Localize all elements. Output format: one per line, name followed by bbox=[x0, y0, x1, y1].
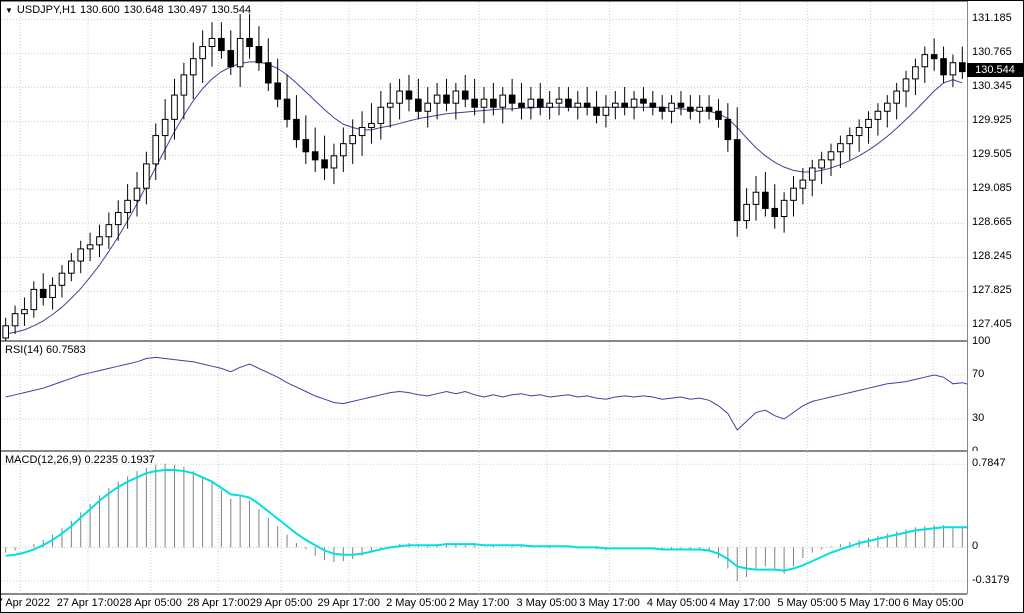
price-ytick: 129.085 bbox=[972, 182, 1012, 194]
time-xtick: 3 May 17:00 bbox=[579, 597, 640, 609]
time-xtick: 6 May 05:00 bbox=[903, 597, 964, 609]
price-y-axis: 131.185 130.765 130.345 129.925 129.505 129.0… bbox=[967, 1, 1023, 341]
rsi-ytick: 100 bbox=[972, 335, 990, 347]
price-ytick: 127.405 bbox=[972, 318, 1012, 330]
rsi-ytick: 70 bbox=[972, 368, 984, 380]
rsi-y-axis: 10070300 bbox=[967, 341, 1023, 451]
price-ytick: 130.345 bbox=[972, 80, 1012, 92]
price-panel[interactable]: ▼ USDJPY,H1 130.600 130.648 130.497 130.… bbox=[1, 1, 967, 341]
price-ytick: 130.765 bbox=[972, 46, 1012, 58]
time-xtick: 3 May 05:00 bbox=[517, 597, 578, 609]
price-ytick: 131.185 bbox=[972, 12, 1012, 24]
macd-y-axis: 0.7847 0 -0.3179 bbox=[967, 451, 1023, 594]
ohlc-open: 130.600 bbox=[80, 4, 120, 16]
time-xtick: 2 May 17:00 bbox=[449, 597, 510, 609]
macd-ytick: 0.7847 bbox=[972, 457, 1006, 469]
time-xtick: 2 May 05:00 bbox=[386, 597, 447, 609]
time-xtick: 5 May 17:00 bbox=[840, 597, 901, 609]
symbol-label: USDJPY,H1 bbox=[17, 4, 76, 16]
time-xtick: 29 Apr 05:00 bbox=[250, 597, 312, 609]
time-xtick: 29 Apr 17:00 bbox=[318, 597, 380, 609]
time-xtick: 28 Apr 05:00 bbox=[120, 597, 182, 609]
macd-panel[interactable]: MACD(12,26,9) 0.2235 0.1937 bbox=[1, 451, 967, 594]
rsi-chart-svg bbox=[1, 342, 967, 452]
current-price-tag: 130.544 bbox=[967, 63, 1023, 77]
ohlc-close: 130.544 bbox=[211, 4, 251, 16]
time-xtick: 5 May 05:00 bbox=[777, 597, 838, 609]
time-x-axis: 27 Apr 2022 27 Apr 17:0028 Apr 05:00 28 Ap… bbox=[1, 594, 967, 612]
macd-chart-svg bbox=[1, 452, 967, 595]
price-ytick: 127.825 bbox=[972, 284, 1012, 296]
symbol-title[interactable]: ▼ USDJPY,H1 130.600 130.648 130.497 130.… bbox=[5, 4, 251, 16]
ohlc-low: 130.497 bbox=[168, 4, 208, 16]
macd-title: MACD(12,26,9) 0.2235 0.1937 bbox=[5, 454, 155, 466]
rsi-ytick: 30 bbox=[972, 412, 984, 424]
price-ytick: 128.665 bbox=[972, 216, 1012, 228]
rsi-title: RSI(14) 60.7583 bbox=[5, 344, 86, 356]
rsi-panel[interactable]: RSI(14) 60.7583 bbox=[1, 341, 967, 451]
time-xtick: 4 May 05:00 bbox=[647, 597, 708, 609]
macd-ytick: -0.3179 bbox=[972, 574, 1009, 586]
dropdown-icon[interactable]: ▼ bbox=[5, 6, 13, 15]
time-xtick: 27 Apr 2022 bbox=[0, 597, 50, 609]
price-ytick: 129.925 bbox=[972, 114, 1012, 126]
price-chart-svg bbox=[1, 2, 967, 342]
time-xtick: 27 Apr 17:00 bbox=[57, 597, 119, 609]
price-ytick: 129.505 bbox=[972, 148, 1012, 160]
time-xtick: 28 Apr 17:00 bbox=[187, 597, 249, 609]
price-ytick: 128.245 bbox=[972, 250, 1012, 262]
time-xtick: 4 May 17:00 bbox=[710, 597, 771, 609]
ohlc-high: 130.648 bbox=[124, 4, 164, 16]
trading-chart: ▼ USDJPY,H1 130.600 130.648 130.497 130.… bbox=[0, 0, 1024, 613]
macd-ytick: 0 bbox=[972, 540, 978, 552]
